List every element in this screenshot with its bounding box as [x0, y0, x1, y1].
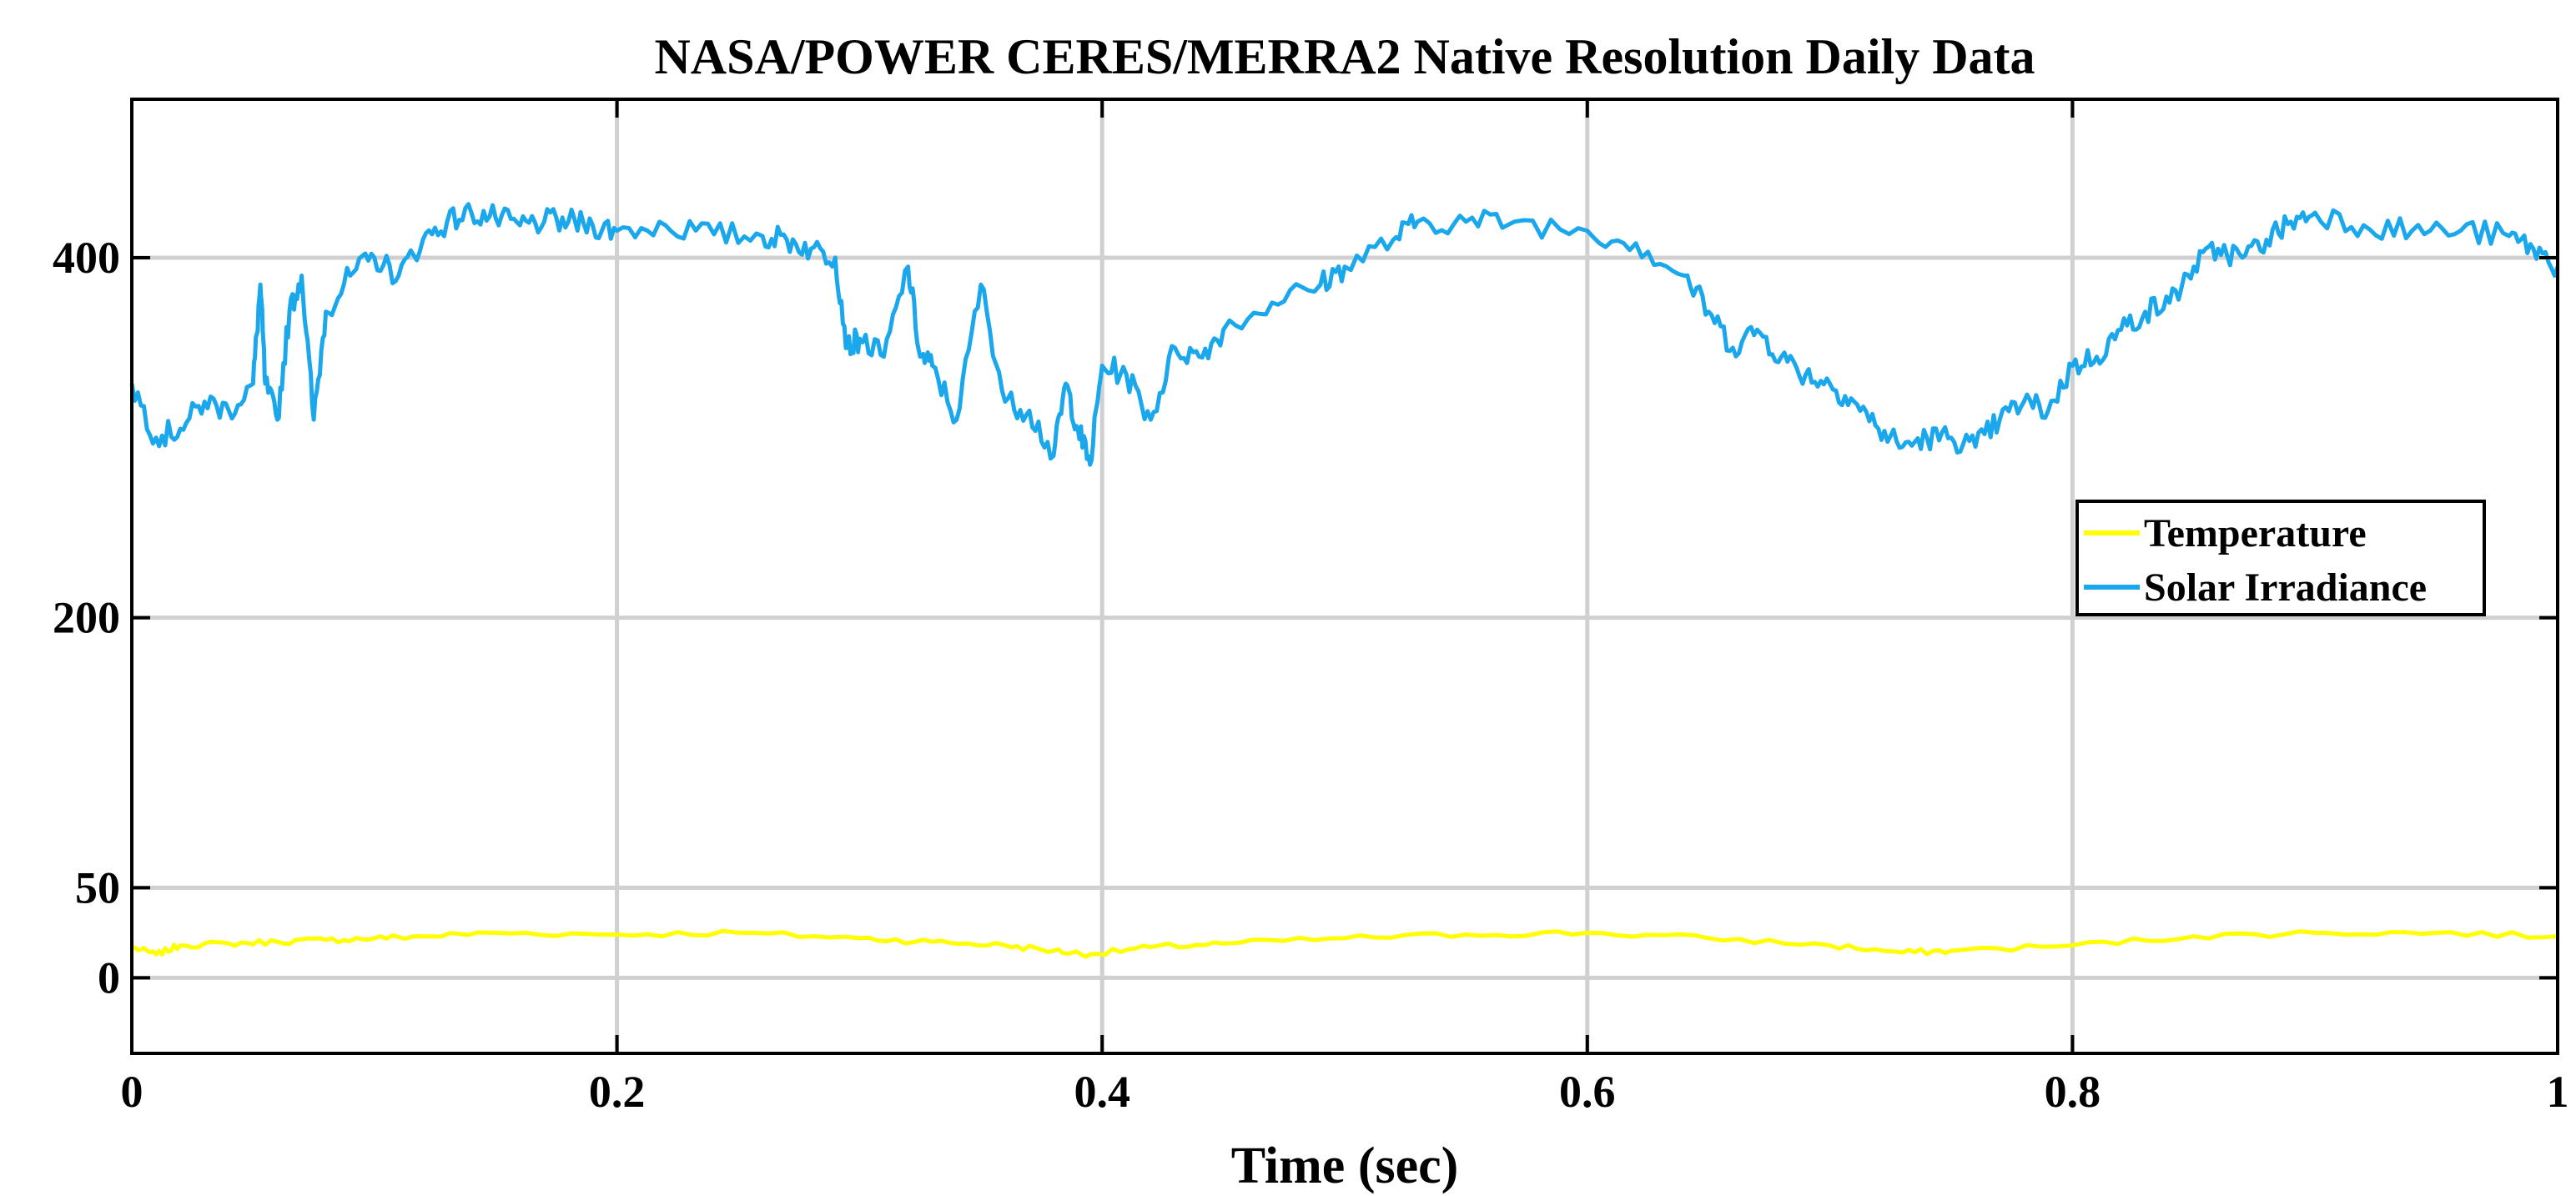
y-tick-label: 400	[53, 233, 120, 283]
legend-label-temperature: Temperature	[2144, 511, 2367, 555]
series-line-temperature	[131, 928, 2558, 959]
y-tick-label: 0	[98, 952, 120, 1003]
tick-layer: 0 0.2 0.4 0.6 0.8 1 0 50 200 400	[53, 99, 2569, 1117]
grid-lines	[132, 99, 2558, 1053]
x-tick-label: 0.2	[589, 1067, 646, 1117]
legend-box	[2075, 500, 2486, 616]
chart-title: NASA/POWER CERES/MERRA2 Native Resolutio…	[654, 29, 2035, 84]
x-tick-label: 0.8	[2045, 1067, 2101, 1117]
legend: Temperature Solar Irradiance	[2075, 500, 2486, 616]
x-tick-label: 0	[121, 1067, 143, 1117]
series-layer	[129, 202, 2560, 959]
x-tick-label: 1	[2547, 1067, 2569, 1117]
x-tick-label: 0.4	[1074, 1067, 1130, 1117]
plot-frame	[130, 98, 2559, 1055]
x-axis-label: Time (sec)	[1231, 1138, 1459, 1194]
series-line-solar-irradiance	[129, 202, 2560, 467]
y-tick-label: 50	[75, 862, 120, 912]
legend-label-solar-irradiance: Solar Irradiance	[2144, 565, 2427, 610]
y-tick-label: 200	[53, 593, 120, 643]
x-tick-label: 0.6	[1559, 1067, 1616, 1117]
